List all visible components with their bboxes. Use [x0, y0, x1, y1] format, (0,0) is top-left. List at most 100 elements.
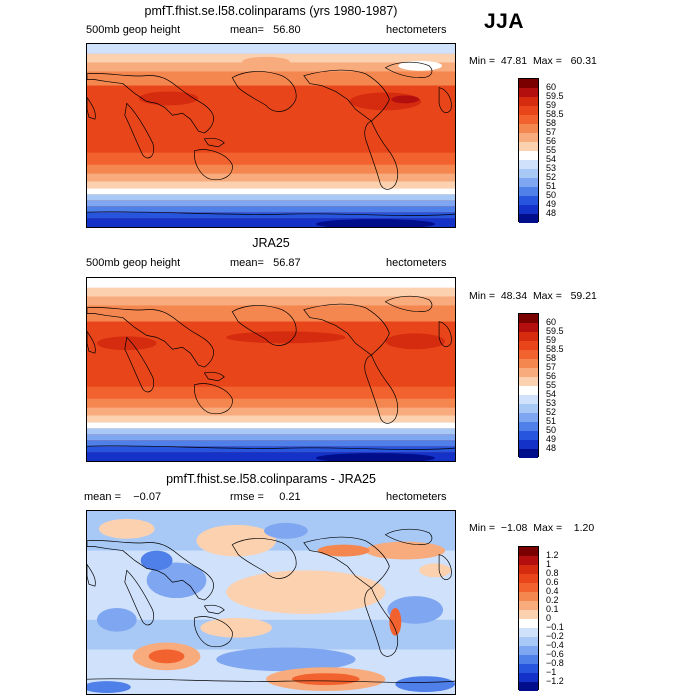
- panel3-colorbar-swatch: [519, 574, 538, 583]
- panel1-colorbar-tick-label: 49: [546, 199, 557, 209]
- panel3-map: [86, 510, 456, 695]
- panel1-colorbar-swatch: [519, 79, 538, 88]
- season-label: JJA: [484, 10, 525, 33]
- panel2-minmax: Min = 48.34 Max = 59.21: [469, 290, 597, 302]
- panel2-colorbar-tick-label: 59.5: [546, 326, 564, 336]
- panel1-colorbar-swatch: [519, 160, 538, 169]
- panel1-colorbar-swatch: [519, 133, 538, 142]
- panel2-colorbar-tick-label: 60: [546, 317, 557, 327]
- panel3-colorbar-swatch: [519, 583, 538, 592]
- panel3-colorbar-tick-label: 0.1: [546, 604, 559, 614]
- panel1-colorbar-tick-label: 57: [546, 127, 557, 137]
- panel1-mean: mean= 56.80: [230, 24, 301, 36]
- panel3-rmse-label: rmse =: [230, 491, 264, 503]
- panel2-colorbar-tick-label: 51: [546, 416, 557, 426]
- panel3-colorbar-tick-label: −0.2: [546, 631, 564, 641]
- panel1-colorbar-tick-label: 58: [546, 118, 557, 128]
- panel2-colorbar-swatch: [519, 404, 538, 413]
- panel2-colorbar-swatch: [519, 341, 538, 350]
- panel1-colorbar-tick-label: 56: [546, 136, 557, 146]
- panel3-colorbar-tick-label: −1: [546, 667, 557, 677]
- panel2-colorbar-swatch: [519, 323, 538, 332]
- panel3-mean-label: mean =: [84, 491, 121, 503]
- panel1-map-field: [87, 44, 455, 227]
- panel2-mean: mean= 56.87: [230, 257, 301, 269]
- panel2-colorbar-tick-label: 52: [546, 407, 557, 417]
- panel3-colorbar-tick-label: 0.8: [546, 568, 559, 578]
- panel1-title: pmfT.fhist.se.l58.colinparams (yrs 1980-…: [144, 4, 398, 18]
- panel1-colorbar-swatch: [519, 106, 538, 115]
- panel1-variable: 500mb geop height: [86, 24, 181, 36]
- panel2-colorbar-tick-label: 57: [546, 362, 557, 372]
- panel1-colorbar: [518, 78, 539, 223]
- panel2-colorbar-tick-label: 50: [546, 425, 557, 435]
- panel2-colorbar-tick-label: 58.5: [546, 344, 564, 354]
- panel2-max-label: Max =: [532, 290, 562, 302]
- panel3-colorbar-swatch: [519, 673, 538, 682]
- panel1-colorbar-tick-label: 52: [546, 172, 557, 182]
- panel1-colorbar-tick-label: 48: [546, 208, 557, 218]
- panel1-colorbar-swatch: [519, 178, 538, 187]
- panel1-colorbar-swatch: [519, 124, 538, 133]
- panel2-variable: 500mb geop height: [86, 257, 181, 269]
- panel1-mean-label: mean=: [230, 24, 264, 36]
- panel2-colorbar-swatch: [519, 377, 538, 386]
- panel2-units: hectometers: [386, 257, 447, 269]
- panel3-minmax: Min = −1.08 Max = 1.20: [469, 522, 594, 534]
- panel2-colorbar-tick-label: 53: [546, 398, 557, 408]
- panel3-rmse-value: 0.21: [279, 491, 301, 503]
- panel2-title: JRA25: [252, 236, 290, 250]
- panel1-colorbar-tick-label: 55: [546, 145, 557, 155]
- panel3-colorbar-swatch: [519, 601, 538, 610]
- panel2-max-value: 59.21: [570, 290, 597, 302]
- panel1-colorbar-tick-label: 59: [546, 100, 557, 110]
- panel3-mean: mean = −0.07: [84, 491, 161, 503]
- panel1-min-value: 47.81: [500, 55, 528, 67]
- panel2-colorbar-swatch: [519, 350, 538, 359]
- panel3-colorbar-tick-label: 0.4: [546, 586, 559, 596]
- panel2-colorbar-tick-label: 54: [546, 389, 557, 399]
- panel2-colorbar-tick-label: 48: [546, 443, 557, 453]
- panel1-colorbar-tick-label: 60: [546, 82, 557, 92]
- panel1-map: [86, 43, 456, 228]
- panel1-colorbar-tick-label: 54: [546, 154, 557, 164]
- panel3-colorbar-swatch: [519, 610, 538, 619]
- panel3-colorbar-swatch: [519, 592, 538, 601]
- panel2-colorbar-swatch: [519, 449, 538, 458]
- panel2-colorbar-swatch: [519, 332, 538, 341]
- panel3-max-value: 1.20: [573, 522, 595, 534]
- panel2-colorbar-swatch: [519, 359, 538, 368]
- panel1-colorbar-swatch: [519, 214, 538, 223]
- panel2-mean-value: 56.87: [273, 257, 301, 269]
- panel1-min-label: Min =: [469, 55, 495, 67]
- panel1-units: hectometers: [386, 24, 447, 36]
- panel3-colorbar-swatch: [519, 655, 538, 664]
- panel3-max-label: Max =: [533, 522, 563, 534]
- panel3-colorbar-tick-label: 1: [546, 559, 552, 569]
- panel3-colorbar-tick-label: −0.4: [546, 640, 564, 650]
- panel3-colorbar-swatch: [519, 619, 538, 628]
- panel2-min-label: Min =: [469, 290, 495, 302]
- panel3-colorbar-tick-label: −1.2: [546, 676, 564, 686]
- panel1-colorbar-swatch: [519, 205, 538, 214]
- panel3-colorbar: [518, 546, 539, 691]
- panel1-max-value: 60.31: [570, 55, 597, 67]
- panel2-colorbar-swatch: [519, 422, 538, 431]
- panel2-mean-label: mean=: [230, 257, 264, 269]
- panel1-colorbar-tick-label: 59.5: [546, 91, 564, 101]
- panel2-colorbar-swatch: [519, 440, 538, 449]
- panel3-colorbar-swatch: [519, 646, 538, 655]
- panel2-map: [86, 277, 456, 462]
- panel3-min-value: −1.08: [500, 522, 528, 534]
- panel2-colorbar-tick-label: 58: [546, 353, 557, 363]
- panel3-colorbar-swatch: [519, 682, 538, 691]
- panel3-units: hectometers: [386, 491, 447, 503]
- panel1-colorbar-tick-label: 58.5: [546, 109, 564, 119]
- panel2-colorbar-tick-label: 59: [546, 335, 557, 345]
- panel3-rmse: rmse = 0.21: [230, 491, 301, 503]
- panel1-colorbar-swatch: [519, 169, 538, 178]
- panel1-colorbar-tick-label: 53: [546, 163, 557, 173]
- panel1-colorbar-tick-label: 50: [546, 190, 557, 200]
- panel1-colorbar-swatch: [519, 142, 538, 151]
- panel3-colorbar-tick-label: −0.6: [546, 649, 564, 659]
